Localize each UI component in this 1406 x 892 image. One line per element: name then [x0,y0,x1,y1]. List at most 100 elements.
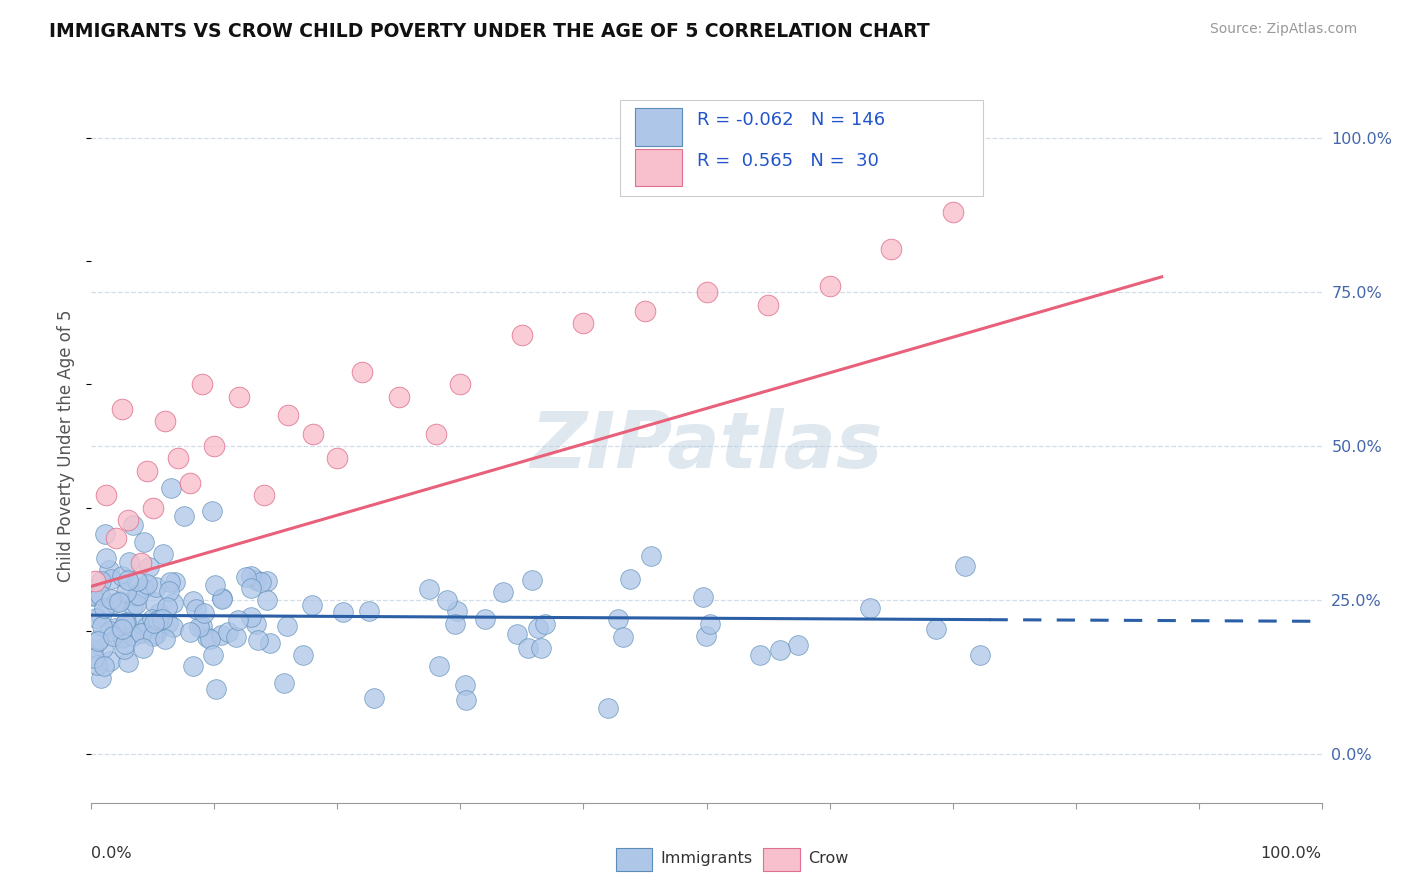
Point [96,488,117,502]
Point [129,626,152,640]
Point [510,328,533,343]
Point [256,592,278,607]
Point [173,508,195,523]
Point [179,624,201,639]
Point [91,640,114,655]
Point [326,451,349,466]
Point [756,297,779,311]
Point [146,613,169,627]
Point [217,624,239,639]
Point [131,616,153,631]
FancyBboxPatch shape [636,149,682,186]
Point [100,572,122,586]
Point [165,575,187,590]
Point [534,616,557,631]
Point [90,608,112,623]
Point [90,671,112,685]
Point [143,615,166,630]
Point [256,574,278,588]
Point [247,632,270,647]
Point [193,607,215,621]
Point [228,613,250,627]
Point [114,616,136,631]
Point [132,640,155,655]
Point [692,591,714,605]
Point [136,619,159,633]
Point [136,577,159,591]
Text: 0.0%: 0.0% [91,846,132,861]
Point [245,573,267,587]
Point [200,632,222,647]
Point [94,551,117,566]
Point [276,619,298,633]
Point [127,588,149,602]
Point [135,464,157,478]
Point [108,594,131,608]
Point [104,596,127,610]
Point [86,658,108,673]
Point [181,659,204,673]
Point [249,575,271,590]
Point [695,629,717,643]
Point [153,414,177,428]
Point [202,439,225,453]
Point [240,581,263,595]
Point [191,377,214,392]
Point [228,390,250,404]
Point [880,242,903,256]
Point [89,632,111,647]
Point [695,285,717,300]
Point [201,504,224,518]
Point [436,593,458,607]
Text: Source: ZipAtlas.com: Source: ZipAtlas.com [1209,22,1357,37]
Point [114,616,136,631]
Point [142,629,165,643]
Point [111,622,134,636]
Point [142,500,165,515]
Point [516,640,538,655]
Point [444,617,467,632]
Point [93,659,115,673]
Point [157,583,180,598]
Point [100,591,122,606]
Point [111,630,134,644]
Point [572,316,595,330]
Point [117,573,139,587]
Point [239,569,262,583]
Point [86,611,108,625]
Point [181,593,204,607]
Point [98,654,121,668]
Point [94,527,117,541]
Point [955,559,977,574]
Point [619,573,641,587]
Point [191,619,214,633]
Point [818,279,841,293]
Point [132,581,155,595]
Point [427,659,450,673]
Point [111,568,134,582]
Point [201,648,224,663]
Text: R = -0.062   N = 146: R = -0.062 N = 146 [696,111,884,128]
Point [159,481,181,495]
Point [209,628,232,642]
Point [941,205,963,219]
Point [82,588,104,602]
Point [129,556,152,570]
Point [143,621,166,635]
Point [114,615,136,630]
Point [520,573,543,587]
Point [125,589,148,603]
Point [640,549,662,563]
Point [138,560,160,574]
Text: Immigrants: Immigrants [661,852,754,866]
Point [162,620,184,634]
Point [118,555,141,569]
Point [768,643,790,657]
Point [105,531,127,545]
Point [505,627,527,641]
Point [141,612,163,626]
Point [225,630,247,644]
Point [925,622,948,636]
Point [156,600,179,615]
Point [97,563,120,577]
